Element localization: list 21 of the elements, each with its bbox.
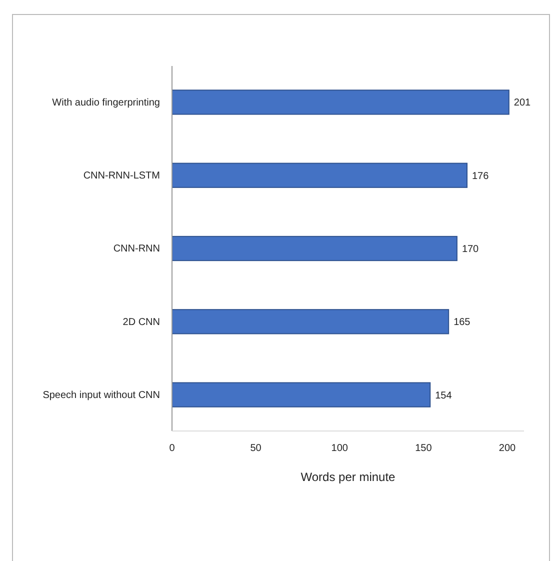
y-tick-label: CNN-RNN-LSTM (83, 170, 160, 182)
data-label: 165 (454, 317, 471, 328)
x-tick-label: 200 (498, 443, 516, 454)
data-label: 154 (435, 390, 452, 402)
y-tick-label: 2D CNN (122, 316, 160, 328)
x-tick-label: 0 (169, 443, 176, 454)
bar (172, 309, 450, 334)
y-tick-label: With audio fingerprinting (52, 97, 160, 108)
y-tick-label: Speech input without CNN (42, 390, 160, 401)
data-label: 170 (462, 244, 480, 255)
y-tick-label: CNN-RNN (113, 244, 160, 255)
bar (172, 382, 431, 408)
bar (172, 90, 510, 115)
data-label: 201 (514, 98, 532, 109)
x-axis-title: Words per minute (300, 470, 396, 484)
bar (172, 162, 468, 188)
x-tick-label: 150 (415, 443, 432, 454)
bar (172, 236, 458, 262)
data-label: 176 (472, 170, 490, 182)
x-tick-label: 100 (331, 443, 348, 454)
x-tick-label: 50 (250, 443, 262, 454)
